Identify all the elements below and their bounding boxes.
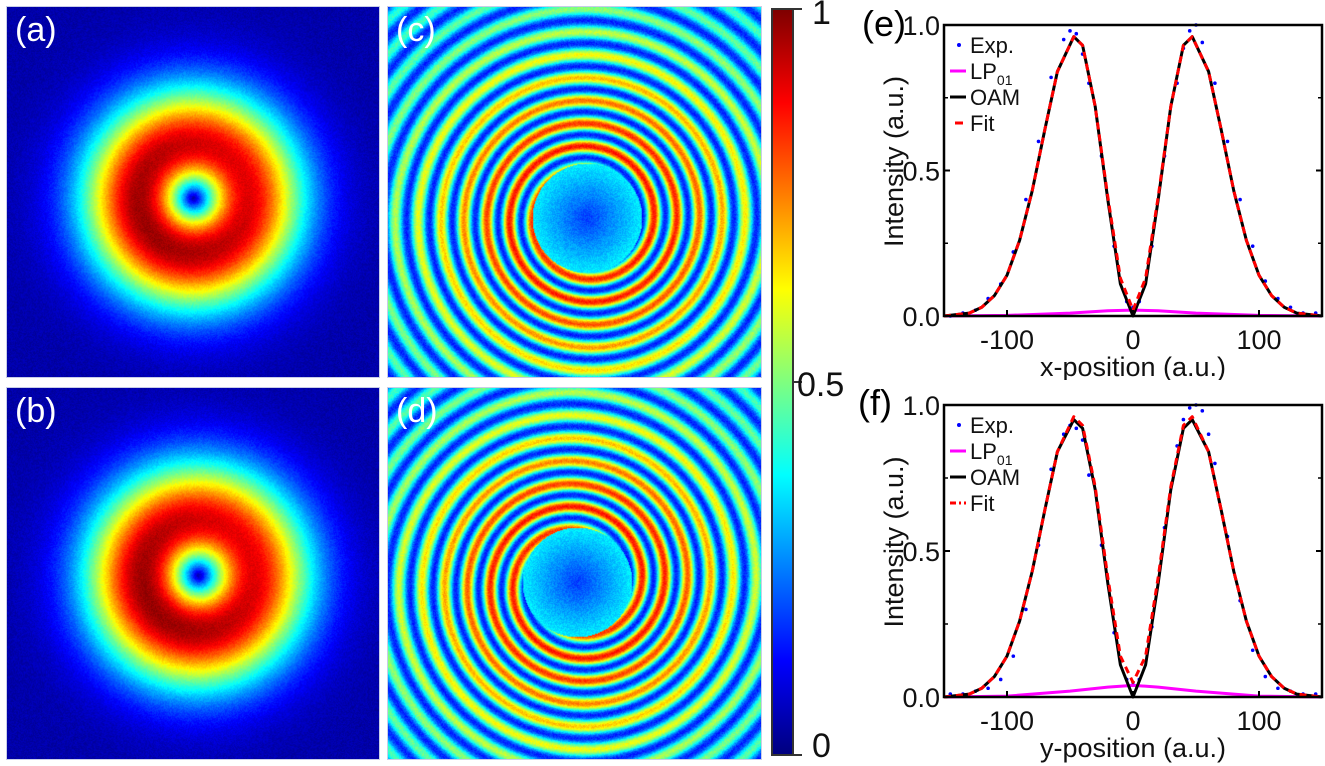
chart-e-frame (942, 23, 1324, 318)
exp-data-point (1225, 139, 1230, 144)
panel-d-label: (d) (396, 392, 438, 430)
legend-item-oam: OAM (950, 85, 1020, 110)
series-line-fit (943, 415, 1323, 699)
panel-b-canvas (7, 388, 379, 759)
exp-data-point (986, 686, 990, 691)
legend-label: Fit (970, 491, 994, 516)
chart-f-panel-label: (f) (860, 382, 892, 423)
exp-data-point (1200, 40, 1205, 45)
exp-data-point (1276, 686, 1280, 691)
legend-swatch (957, 43, 961, 47)
exp-data-point (1250, 648, 1255, 653)
exp-data-point (1263, 674, 1268, 679)
exp-data-point (1206, 432, 1211, 436)
exp-data-point (1213, 81, 1217, 85)
legend-swatch (957, 423, 961, 427)
y-tick-label: 1.0 (902, 11, 940, 41)
y-tick-label: 1.0 (902, 391, 940, 421)
exp-data-point (1068, 29, 1072, 33)
legend-label: Exp. (970, 33, 1014, 58)
legend-label: OAM (970, 85, 1020, 110)
legend-label: Fit (970, 111, 994, 136)
exp-data-point (1024, 607, 1028, 612)
chart-e-panel-label: (e) (862, 3, 906, 44)
colorbar-tick-label-0: 0 (812, 727, 831, 765)
panel-b-label: (b) (15, 392, 57, 430)
y-tick-label: 0.0 (902, 683, 940, 713)
legend-label: Exp. (970, 413, 1014, 438)
legend-item-lp: LP01 (950, 59, 1013, 88)
y-tick-label: 0.0 (902, 302, 940, 332)
exp-data-point (1036, 139, 1041, 144)
legend-label: OAM (970, 465, 1020, 490)
chart-f-xlabel: y-position (a.u.) (1040, 733, 1226, 763)
colorbar-tick-mark-0 (794, 754, 802, 756)
legend-item-exp: Exp. (957, 413, 1014, 438)
y-tick-label: 0.5 (902, 537, 940, 567)
series-line-fit (943, 35, 1323, 318)
colorbar-tick-label-1: 1 (812, 0, 831, 32)
x-tick-label: -100 (980, 325, 1034, 355)
exp-data-point (998, 677, 1003, 682)
exp-data-point (1187, 29, 1192, 33)
panel-d-interference-image: (d) (387, 387, 762, 760)
colorbar-tick-mark-1 (794, 8, 802, 10)
x-tick-label: -100 (980, 706, 1034, 736)
panel-b-intensity-image: (b) (6, 387, 380, 760)
legend-item-exp: Exp. (957, 33, 1014, 58)
legend-item-fit: Fit (955, 111, 994, 136)
exp-data-point (1087, 473, 1091, 477)
x-tick-label: 0 (1125, 706, 1140, 736)
panel-c-label: (c) (396, 11, 436, 49)
exp-data-point (1049, 75, 1053, 80)
exp-data-point (1187, 406, 1192, 410)
chart-e-xlabel: x-position (a.u.) (1040, 352, 1226, 380)
panel-a-canvas (7, 7, 379, 377)
colorbar-tick-mark-05 (794, 381, 802, 383)
exp-data-point (1250, 244, 1255, 248)
exp-data-point (1213, 461, 1217, 466)
exp-data-point (1061, 37, 1066, 42)
panel-a-label: (a) (15, 11, 57, 49)
x-tick-label: 0 (1125, 325, 1140, 355)
panel-c-canvas (388, 7, 761, 377)
exp-data-point (1200, 409, 1205, 413)
series-line-lp01 (943, 683, 1323, 699)
exp-data-point (1181, 417, 1186, 422)
exp-data-point (1074, 426, 1079, 431)
exp-data-point (1011, 654, 1016, 658)
legend-item-lp: LP01 (950, 439, 1013, 468)
legend-label: LP01 (970, 439, 1013, 468)
x-tick-label: 100 (1236, 706, 1281, 736)
panel-c-interference-image: (c) (387, 6, 762, 378)
exp-data-point (1074, 31, 1079, 36)
exp-data-point (1024, 197, 1028, 202)
panel-a-intensity-image: (a) (6, 6, 380, 378)
legend-label: LP01 (970, 59, 1013, 88)
chart-f-ylabel: Intensity (a.u.) (879, 456, 909, 627)
colorbar (771, 8, 794, 756)
x-tick-label: 100 (1236, 325, 1281, 355)
colorbar-tick-label-05: 0.5 (797, 366, 845, 404)
y-tick-label: 0.5 (902, 157, 940, 187)
panel-d-canvas (388, 388, 761, 759)
chart-f-frame (942, 403, 1324, 699)
exp-data-point (1238, 197, 1242, 202)
legend-item-fit: Fit (950, 491, 994, 516)
legend-item-oam: OAM (950, 465, 1020, 490)
chart-e-ylabel: Intensity (a.u.) (879, 76, 909, 247)
